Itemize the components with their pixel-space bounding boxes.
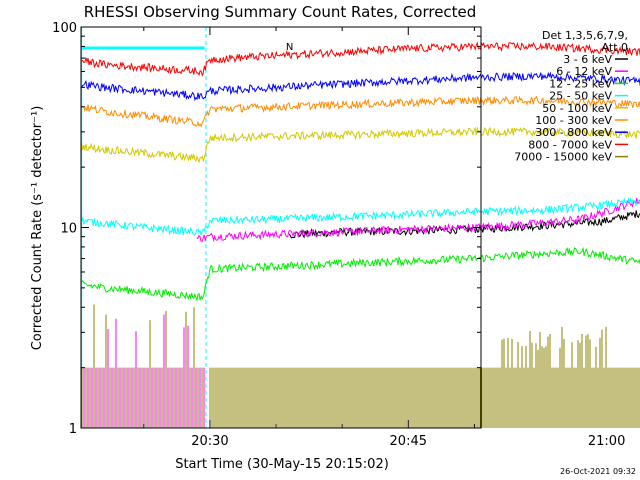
series-line-300-800-kev	[81, 71, 640, 102]
x-axis-label: Start Time (30-May-15 20:15:02)	[175, 457, 389, 472]
legend-entry-label: 3 - 6 keV	[563, 53, 612, 66]
y-tick-label: 1	[69, 422, 77, 437]
series-layer	[81, 41, 640, 302]
series-line-6-12-kev	[196, 197, 640, 243]
low-count-bands	[81, 304, 640, 428]
y-tick-label: 100	[52, 21, 77, 36]
footer-date: 26-Oct-2021 09:32	[560, 467, 636, 476]
chart-background-markers: NS	[81, 27, 640, 428]
legend-entry-label: 50 - 100 keV	[542, 102, 612, 115]
legend-entry-label: 7000 - 15000 keV	[514, 151, 612, 164]
x-tick-label: 21:00	[588, 434, 625, 449]
x-tick-label: 20:45	[390, 434, 427, 449]
annotation-n: N	[286, 42, 293, 53]
legend-entry-label: 6 - 12 keV	[556, 65, 612, 78]
series-line-3-6-kev	[288, 210, 640, 239]
series-line-800-7000-kev	[81, 41, 640, 77]
series-line-25-50-kev	[81, 196, 640, 236]
legend-header-line-2: Att 0	[602, 41, 628, 54]
y-axis-label: Corrected Count Rate (s⁻¹ detector⁻¹)	[30, 106, 45, 351]
legend-entry-label: 100 - 300 keV	[535, 114, 612, 127]
legend-header-line-1: Det 1,3,5,6,7,9,	[542, 29, 628, 42]
y-tick-label: 10	[60, 222, 77, 237]
legend-entry-label: 25 - 50 keV	[549, 90, 612, 103]
series-line-50-100-kev	[81, 126, 640, 164]
x-tick-label: 20:30	[191, 434, 228, 449]
series-line-12-25-kev	[81, 246, 640, 302]
legend-entry-label: 800 - 7000 keV	[528, 138, 612, 151]
chart-title: RHESSI Observing Summary Count Rates, Co…	[84, 3, 477, 21]
series-line-100-300-kev	[81, 95, 640, 128]
legend-entry-label: 300 - 800 keV	[535, 126, 612, 139]
legend-entry-label: 12 - 25 keV	[549, 77, 612, 90]
